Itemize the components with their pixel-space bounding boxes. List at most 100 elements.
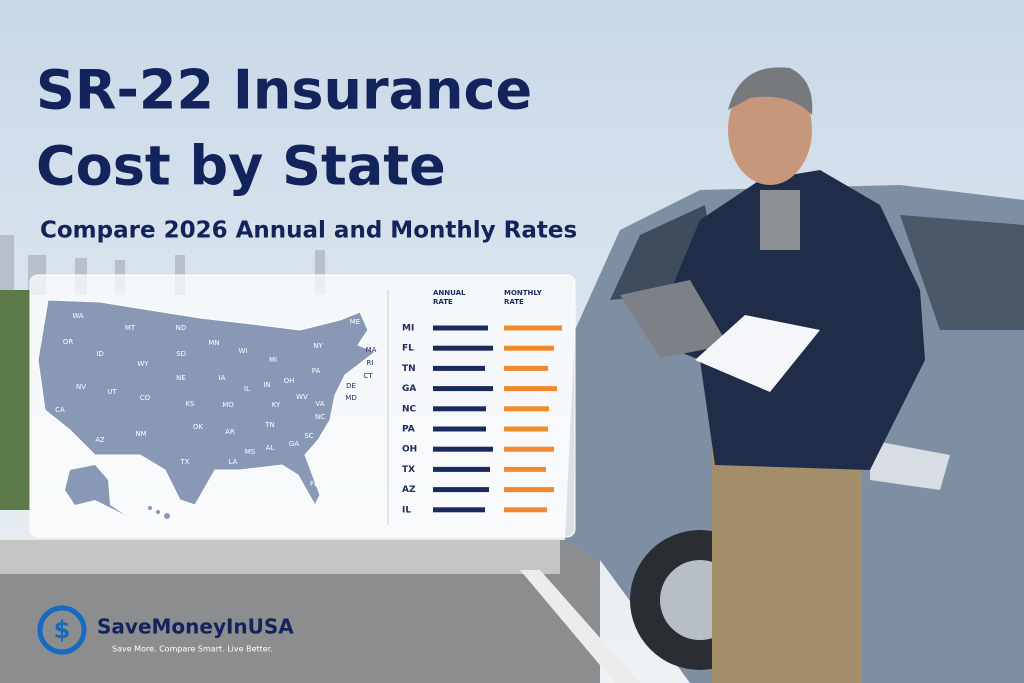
- hawaii: [148, 506, 170, 519]
- category-label: TX: [402, 465, 415, 475]
- bar: [433, 386, 493, 392]
- state-label: CA: [55, 406, 65, 414]
- state-label: SD: [176, 350, 186, 358]
- logo-tagline: Save More. Compare Smart. Live Better.: [112, 645, 273, 654]
- man-pants: [712, 450, 862, 683]
- state-label: KY: [272, 401, 281, 409]
- man-jacket: [650, 170, 925, 470]
- rate-chart: MI FL TN GA NC PA OH TX AZ IL: [402, 324, 562, 515]
- bar: [504, 365, 548, 371]
- state-label: SC: [304, 432, 313, 440]
- state-label: NC: [315, 413, 325, 421]
- legend-annual: ANNUAL RATE: [433, 289, 466, 306]
- state-label: WA: [72, 312, 84, 320]
- state-label: NE: [176, 374, 186, 382]
- bar: [433, 466, 490, 472]
- paper: [695, 315, 820, 392]
- state-label: UT: [107, 388, 117, 396]
- man-hair: [728, 67, 813, 115]
- state-label: MT: [125, 324, 136, 332]
- bar: [433, 345, 493, 351]
- bar: [433, 507, 485, 513]
- state-label: OH: [284, 377, 295, 385]
- state-label: MS: [245, 448, 256, 456]
- state-label: KS: [185, 400, 195, 408]
- title: SR-22 Insurance: [36, 59, 532, 122]
- state-label: WV: [296, 393, 308, 401]
- state-label: OR: [63, 338, 74, 346]
- legend-monthly: MONTHLY RATE: [504, 289, 542, 306]
- car-headlight: [870, 440, 950, 490]
- man-shirt: [760, 190, 800, 250]
- state-label: CT: [363, 372, 373, 380]
- bar: [504, 446, 554, 452]
- title: Cost by State: [36, 135, 446, 198]
- category-label: IL: [402, 505, 411, 515]
- state-label: OK: [193, 423, 204, 431]
- bar: [433, 487, 489, 493]
- state-label: AL: [266, 444, 275, 452]
- parking-line: [520, 570, 640, 683]
- state-label: MN: [208, 339, 219, 347]
- state-label: VA: [315, 400, 324, 408]
- state-label: MA: [366, 346, 377, 354]
- state-label: AZ: [95, 436, 105, 444]
- bar: [504, 426, 548, 432]
- state-label: WI: [239, 347, 248, 355]
- us-map: [37, 299, 376, 507]
- bar: [433, 325, 488, 331]
- bar: [504, 325, 562, 331]
- state-label: ME: [350, 318, 360, 326]
- curb: [0, 540, 560, 574]
- bar: [433, 426, 486, 432]
- category-label: NC: [402, 404, 417, 414]
- category-label: FL: [402, 344, 414, 354]
- state-label: IL: [244, 385, 250, 393]
- state-labels: WA OR MT ID ND SD MN WI MI NY ME MA RI C…: [55, 312, 376, 488]
- state-label: MD: [345, 394, 356, 402]
- trees: [0, 290, 30, 510]
- alaska: [65, 465, 125, 515]
- state-label: PA: [312, 367, 321, 375]
- bar: [504, 345, 554, 351]
- state-label: AR: [225, 428, 235, 436]
- bar: [504, 487, 554, 493]
- state-label: MI: [269, 356, 277, 364]
- logo-symbol: $: [54, 616, 71, 644]
- bar: [433, 406, 486, 412]
- state-label: MO: [222, 401, 234, 409]
- state-label: FL: [310, 480, 318, 488]
- man-head: [728, 75, 812, 185]
- state-label: NM: [135, 430, 146, 438]
- state-label: GA: [289, 440, 299, 448]
- bar: [504, 507, 547, 513]
- state-label: CO: [140, 394, 151, 402]
- category-label: AZ: [402, 485, 416, 495]
- bar: [504, 386, 557, 392]
- state-label: NV: [76, 383, 86, 391]
- bar: [433, 365, 485, 371]
- category-label: MI: [402, 324, 414, 334]
- category-label: PA: [402, 425, 415, 435]
- state-label: RI: [367, 359, 374, 367]
- category-label: GA: [402, 384, 416, 394]
- state-label: TN: [264, 421, 275, 429]
- state-label: LA: [229, 458, 238, 466]
- state-label: TX: [179, 458, 189, 466]
- state-label: ID: [96, 350, 103, 358]
- state-label: NY: [313, 342, 323, 350]
- bar: [504, 406, 549, 412]
- category-label: TN: [402, 364, 416, 374]
- logo-icon: [37, 605, 87, 655]
- car-windshield: [900, 215, 1024, 330]
- state-label: DE: [346, 382, 356, 390]
- bar: [504, 466, 546, 472]
- state-label: ND: [176, 324, 187, 332]
- state-label: IN: [263, 381, 270, 389]
- tablet: [620, 280, 728, 358]
- state-label: IA: [219, 374, 226, 382]
- logo-name: SaveMoneyInUSA: [97, 615, 294, 639]
- bar: [433, 446, 493, 452]
